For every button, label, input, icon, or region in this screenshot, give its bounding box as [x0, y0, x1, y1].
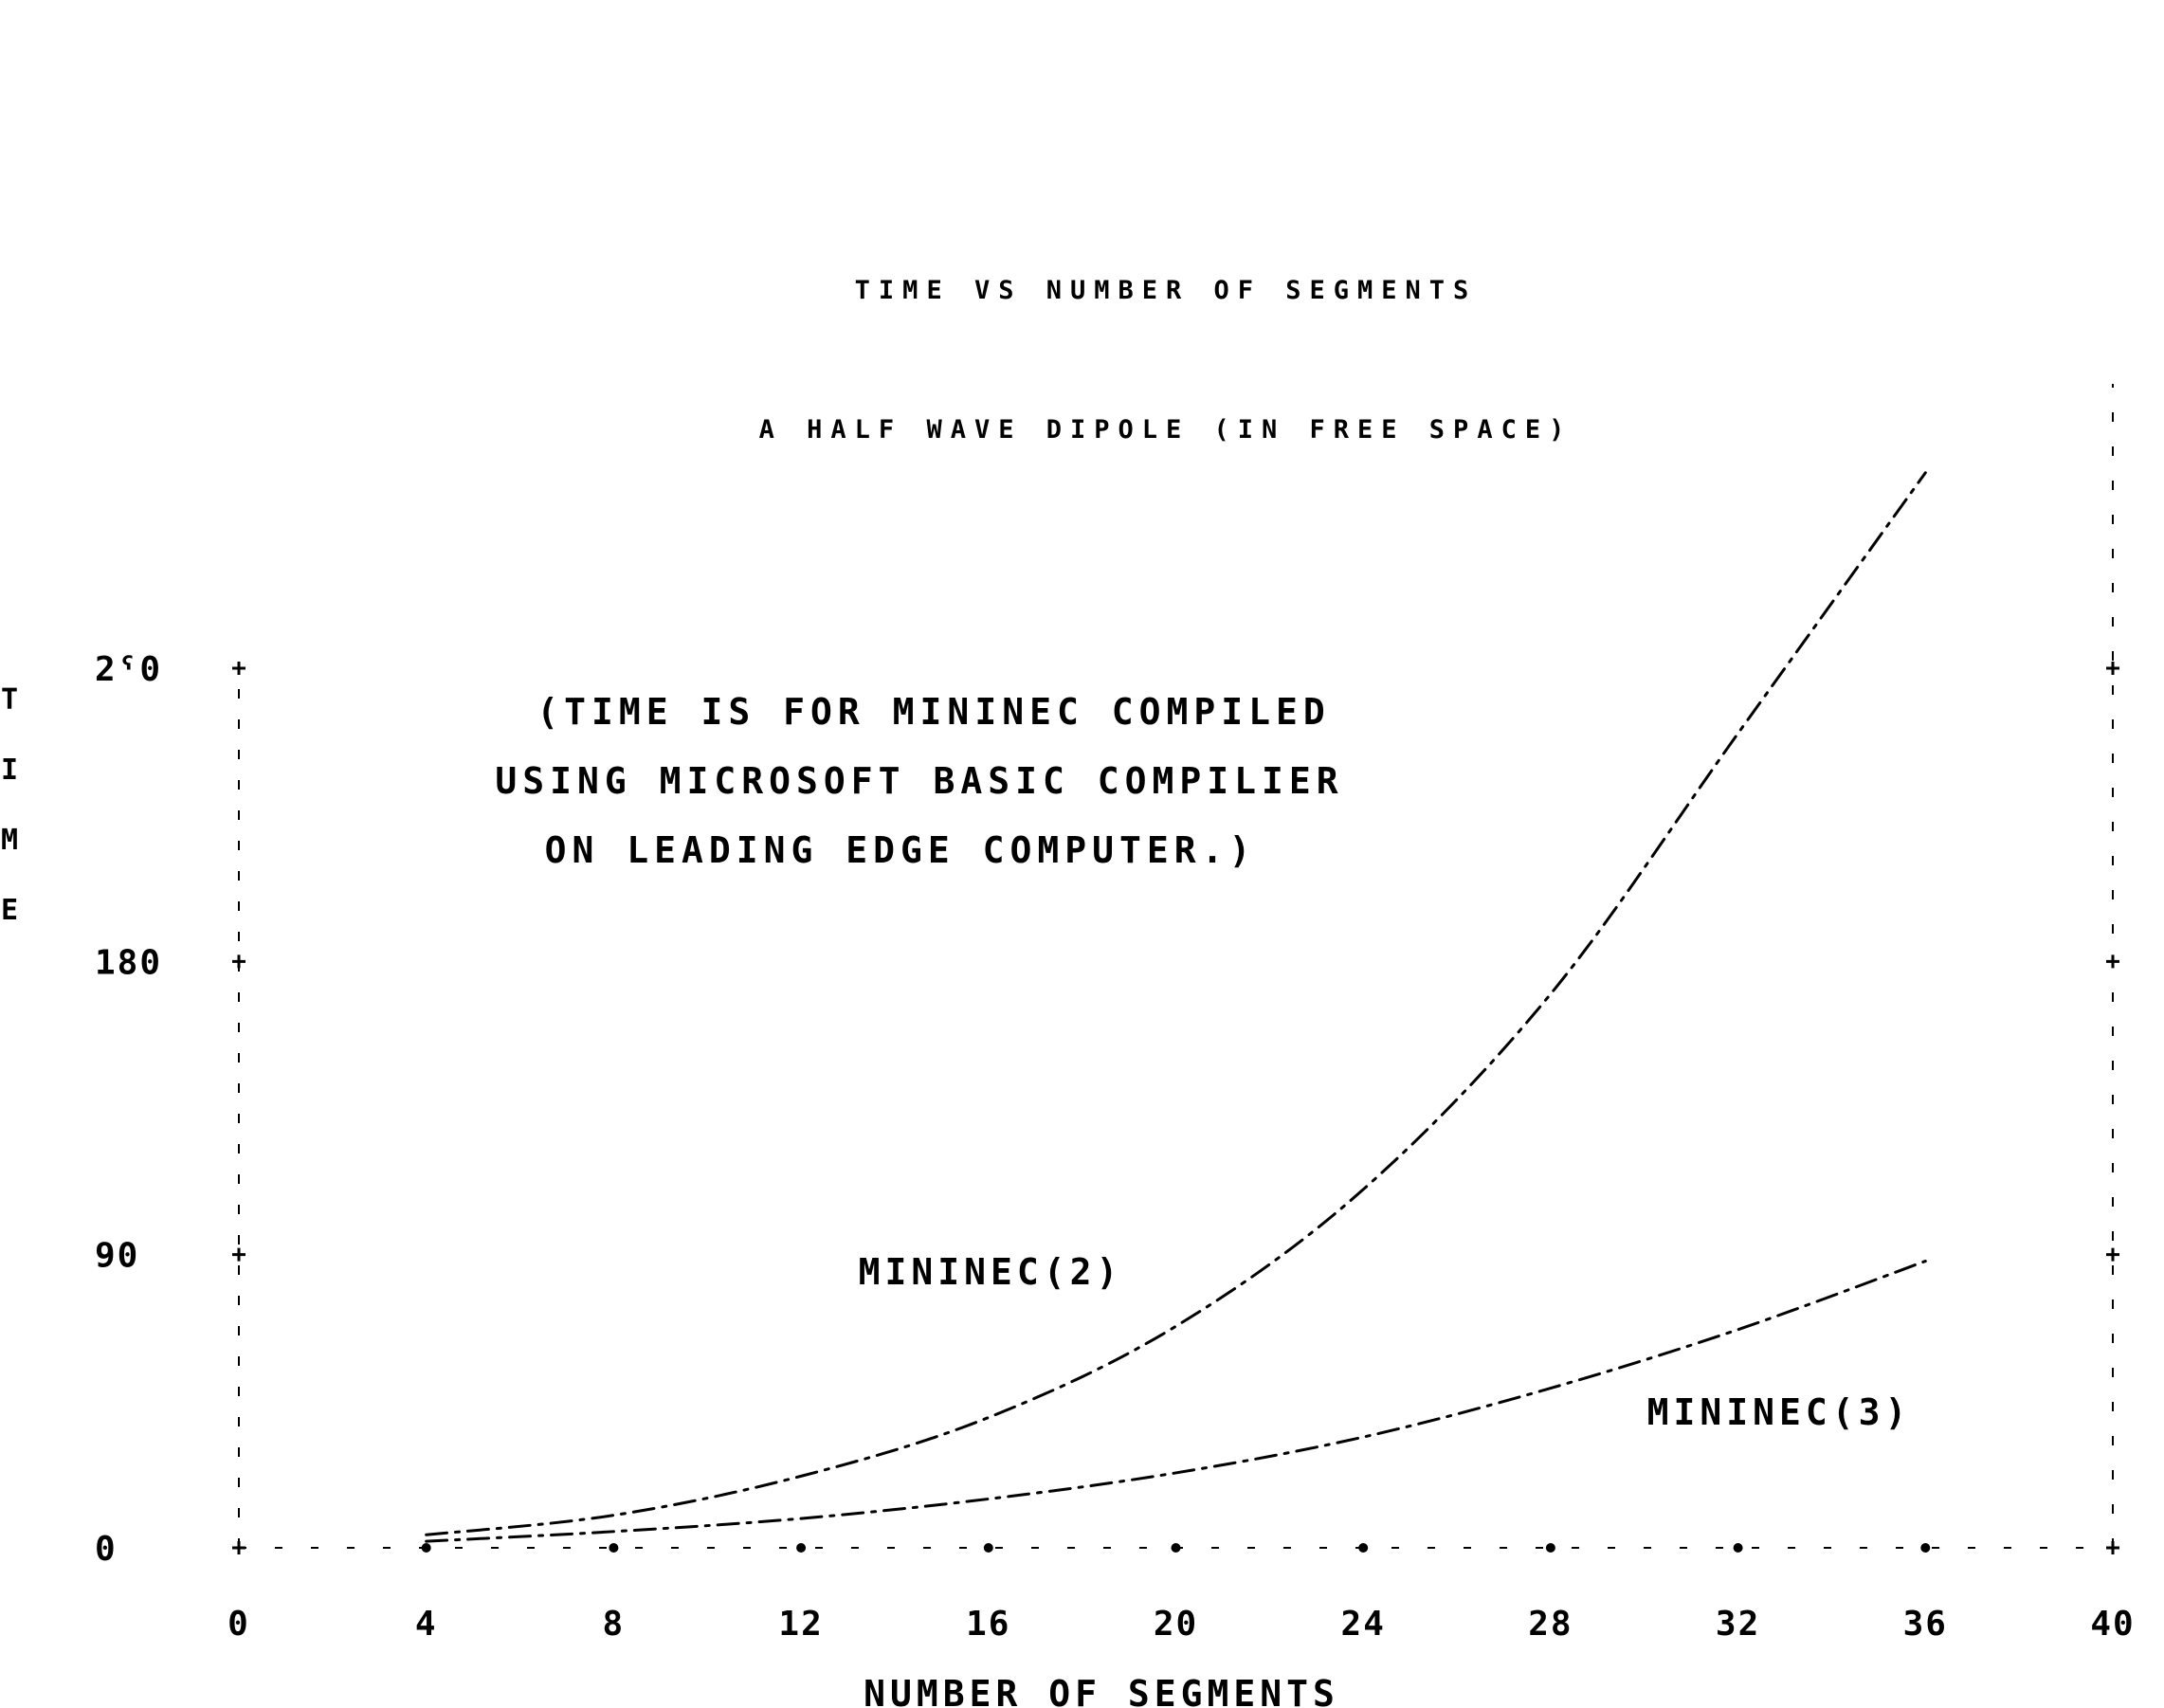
y-ticks: 0 90 180 2ˁ0: [95, 650, 2119, 1569]
y-tick-mark-right: [2106, 954, 2119, 969]
series-lines: [425, 471, 1927, 1543]
x-tick-label: 12: [778, 1605, 823, 1644]
x-tick-label: 28: [1528, 1605, 1573, 1644]
y-tick-mark-right: [2106, 662, 2119, 675]
series-label-mininec-2: MININEC(2): [859, 1251, 1123, 1293]
annotation-line-2: USING MICROSOFT BASIC COMPILIER: [495, 760, 1343, 802]
y-axis-title: T I M E: [1, 683, 18, 927]
y-tick-label: 2ˁ0: [95, 650, 162, 689]
x-tick-mark: [1733, 1543, 1743, 1553]
y-tick-mark-right: [2106, 1541, 2119, 1554]
y-tick-mark-left: [232, 662, 245, 675]
x-tick-label: 4: [415, 1605, 438, 1644]
y-tick-label: 180: [95, 943, 162, 982]
y-axis-title-letter: M: [1, 824, 18, 857]
y-tick-label: 0: [95, 1530, 118, 1569]
x-axis-title: NUMBER OF SEGMENTS: [864, 1673, 1339, 1708]
x-tick-mark: [1358, 1543, 1369, 1553]
series-line-mininec-3: [425, 1260, 1927, 1543]
chart-title-block: TIME VS NUMBER OF SEGMENTS A HALF WAVE D…: [759, 276, 1573, 445]
x-tick-label: 40: [2090, 1605, 2135, 1644]
x-tick-label: 0: [227, 1605, 250, 1644]
y-tick-mark-left: [232, 1541, 245, 1554]
x-tick-mark: [421, 1543, 431, 1553]
x-tick-label: 20: [1154, 1605, 1198, 1644]
y-axis-title-letter: T: [1, 683, 18, 717]
x-tick-label: 32: [1716, 1605, 1760, 1644]
x-tick-mark: [983, 1543, 993, 1553]
x-tick-mark: [1545, 1543, 1555, 1553]
y-tick-mark-left: [232, 1247, 245, 1262]
y-axis-title-letter: I: [1, 754, 18, 787]
x-tick-mark: [1171, 1543, 1181, 1553]
x-tick-mark: [1920, 1543, 1931, 1553]
y-tick-label: 90: [95, 1237, 139, 1276]
plot-frame: [238, 384, 2114, 1549]
y-axis-title-letter: E: [1, 894, 18, 927]
series-line-mininec-2: [425, 471, 1927, 1536]
x-tick-label: 24: [1341, 1605, 1386, 1644]
x-tick-label: 8: [603, 1605, 626, 1644]
annotation-line-1: (TIME IS FOR MININEC COMPILED: [536, 691, 1330, 733]
chart-title: TIME VS NUMBER OF SEGMENTS: [855, 276, 1478, 305]
y-tick-mark-left: [232, 954, 245, 969]
chart-subtitle: A HALF WAVE DIPOLE (IN FREE SPACE): [759, 415, 1573, 445]
x-tick-label: 36: [1903, 1605, 1948, 1644]
x-ticks: 0 4 8 12 16 20 24 28 32 36 40: [227, 1543, 2135, 1644]
x-tick-mark: [609, 1543, 619, 1553]
chart-annotation: (TIME IS FOR MININEC COMPILED USING MICR…: [495, 691, 1343, 871]
annotation-line-3: ON LEADING EDGE COMPUTER.): [545, 829, 1257, 871]
x-tick-mark: [796, 1543, 807, 1553]
x-tick-label: 16: [966, 1605, 1010, 1644]
series-labels: MININEC(2) MININEC(3): [859, 1251, 1912, 1433]
y-tick-mark-right: [2106, 1247, 2119, 1262]
series-label-mininec-3: MININEC(3): [1647, 1391, 1912, 1433]
